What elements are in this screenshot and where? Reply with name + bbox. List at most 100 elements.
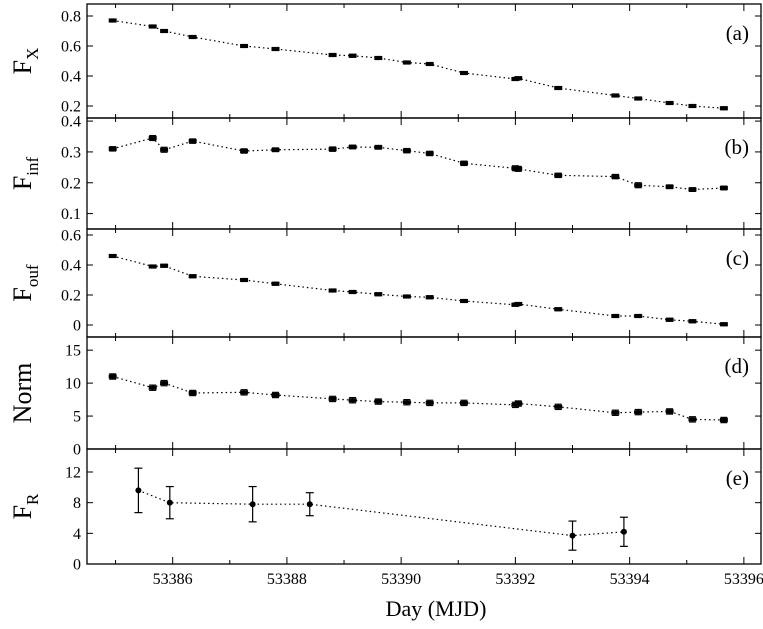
data-point (108, 146, 117, 151)
panel-e: 0 4 8 12 FR (e) (8, 448, 762, 574)
data-point (402, 400, 411, 405)
data-point (240, 148, 249, 153)
series-line (138, 489, 624, 537)
data-point (554, 86, 563, 90)
y-axis-label-main: F (8, 60, 37, 74)
data-point (271, 147, 280, 152)
panel-frame (86, 448, 762, 565)
y-tick-label: 0.1 (61, 206, 81, 223)
panel-b: 0.1 0.2 0.3 0.4 Finf (b) (8, 114, 762, 230)
data-point (271, 281, 280, 286)
chart-panels: 0.20.40.60.8FX(a)0.10.20.30.4Finf(b)00.2… (8, 3, 762, 574)
data-point (425, 151, 434, 156)
y-axis-label-main: F (8, 505, 37, 519)
y-tick-label: 10 (65, 376, 81, 393)
y-tick-label: 0 (73, 557, 81, 574)
data-point (620, 528, 627, 535)
y-tick-label: 0 (73, 442, 81, 459)
data-point (328, 396, 337, 401)
y-tick-label: 0.2 (61, 288, 81, 305)
panel-label: (c) (726, 246, 749, 270)
data-point (719, 185, 728, 190)
x-axis-label: Day (MJD) (386, 596, 487, 621)
data-point (348, 290, 357, 294)
data-point (271, 392, 280, 397)
data-point (665, 317, 674, 322)
data-point (719, 322, 728, 327)
data-point (328, 53, 337, 57)
data-point (611, 174, 620, 179)
data-point (719, 106, 728, 111)
data-point (328, 288, 337, 293)
y-tick-label: 8 (73, 495, 81, 512)
data-point (135, 487, 142, 494)
data-point (459, 400, 468, 405)
panel-frame (86, 3, 762, 119)
data-point (148, 385, 157, 390)
data-point (554, 404, 563, 409)
y-tick-label: 0.6 (61, 39, 81, 56)
y-axis-label: FX (8, 48, 42, 75)
x-tick-label: 53388 (267, 571, 307, 588)
data-point (569, 532, 576, 539)
data-point (402, 148, 411, 153)
data-point (514, 76, 523, 81)
data-point (425, 295, 434, 300)
data-point (459, 299, 468, 303)
data-point (634, 96, 643, 101)
data-point (459, 161, 468, 166)
series-line (112, 255, 724, 325)
x-tick-label: 53392 (495, 571, 535, 588)
data-point (665, 184, 674, 189)
data-point (160, 147, 169, 152)
data-point (188, 139, 197, 144)
data-point (160, 263, 169, 268)
y-axis-label-sub: X (23, 48, 42, 60)
y-tick-label: 15 (65, 343, 81, 360)
data-point (688, 104, 697, 108)
data-point (188, 391, 197, 395)
data-point (665, 409, 674, 414)
data-point (148, 24, 157, 29)
x-tick-label: 53390 (381, 571, 421, 588)
panel-frame (86, 117, 762, 230)
data-point (328, 147, 337, 152)
data-point (634, 410, 643, 415)
data-point (240, 44, 249, 48)
data-point (148, 136, 157, 141)
data-point (634, 314, 643, 318)
panel-label: (a) (726, 21, 749, 45)
x-tick-label: 53396 (724, 571, 763, 588)
data-point (348, 398, 357, 403)
data-point (160, 381, 169, 386)
data-point (611, 93, 620, 98)
y-axis-label: Fouf (8, 264, 42, 301)
y-tick-label: 0.2 (61, 175, 81, 192)
data-point (108, 254, 117, 258)
data-point (166, 499, 173, 506)
panel-c: 0 0.2 0.4 0.6 Fouf (c) (8, 228, 762, 338)
y-axis-label: Finf (8, 156, 42, 190)
data-point (348, 53, 357, 58)
data-point (374, 292, 383, 297)
panel-d: 0 5 10 15 Norm (d) (8, 336, 762, 459)
data-point (249, 501, 256, 508)
panel-label: (e) (726, 466, 749, 490)
data-point (514, 166, 523, 171)
data-point (348, 144, 357, 149)
data-point (425, 400, 434, 405)
data-point (240, 278, 249, 282)
data-point (514, 401, 523, 406)
y-axis-label-main: F (8, 287, 37, 301)
data-point (611, 410, 620, 415)
x-axis-ticks: 53386 53388 53390 53392 53394 53396 (153, 571, 763, 588)
data-point (188, 35, 197, 39)
panel-frame (86, 228, 762, 338)
panel-label: (d) (725, 354, 750, 378)
data-point (611, 314, 620, 318)
y-tick-label: 0.3 (61, 144, 81, 161)
data-point (688, 417, 697, 422)
data-point (374, 399, 383, 404)
data-point (665, 101, 674, 105)
